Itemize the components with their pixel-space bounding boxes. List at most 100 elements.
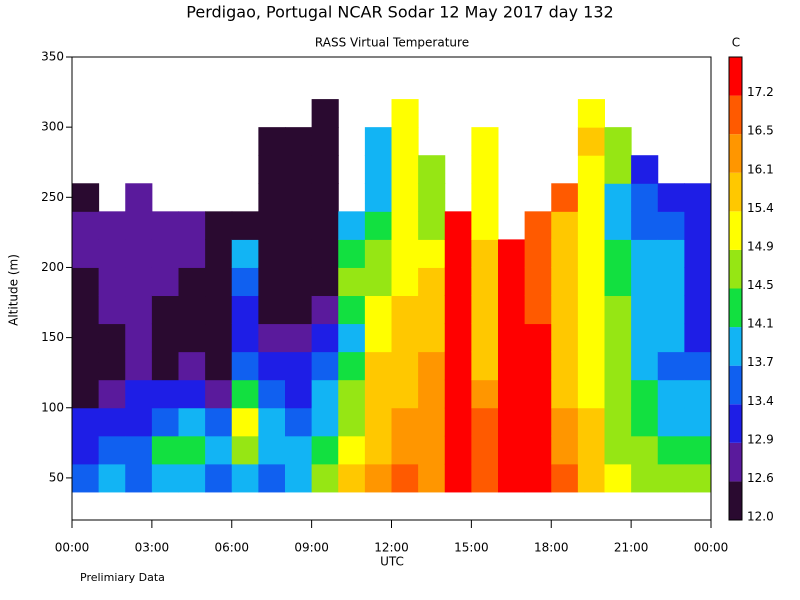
cell [311, 99, 339, 128]
cell [364, 239, 392, 268]
cell [657, 351, 685, 381]
cell [631, 407, 659, 437]
x-tick-label: 12:00 [374, 541, 409, 555]
cell [657, 239, 685, 268]
cell [418, 211, 446, 240]
cell [178, 323, 206, 353]
cell [604, 211, 632, 240]
cell [285, 267, 313, 297]
cell [418, 239, 446, 268]
cell [258, 127, 286, 156]
cell [471, 127, 499, 156]
cell [311, 463, 339, 493]
cell [391, 267, 419, 297]
cell [631, 239, 659, 268]
cell [151, 351, 179, 381]
chart-title: Perdigao, Portugal NCAR Sodar 12 May 201… [186, 3, 613, 22]
cell [178, 239, 206, 268]
cell [418, 155, 446, 184]
cell [444, 351, 472, 381]
cell [98, 379, 126, 409]
cell [524, 435, 552, 465]
cell [364, 323, 392, 353]
cell [471, 211, 499, 240]
cell [178, 267, 206, 297]
cell [604, 239, 632, 268]
cell [258, 267, 286, 297]
cell [391, 351, 419, 381]
cell [391, 155, 419, 184]
cell [125, 407, 153, 437]
cell [72, 379, 100, 409]
cell [338, 379, 366, 409]
cell [444, 463, 472, 493]
cell [577, 435, 605, 465]
cell [391, 99, 419, 128]
cell [471, 463, 499, 493]
cell [657, 323, 685, 353]
colorbar-tick-label: 12.0 [747, 510, 774, 524]
cell [498, 295, 526, 325]
cell [338, 295, 366, 325]
cell [391, 435, 419, 465]
cell [418, 295, 446, 325]
cell [231, 379, 259, 409]
cell [258, 435, 286, 465]
cell [391, 127, 419, 156]
cell [231, 295, 259, 325]
cell [285, 407, 313, 437]
cell [178, 211, 206, 240]
x-tick-label: 15:00 [454, 541, 489, 555]
y-tick-label: 50 [49, 470, 64, 484]
cell [577, 323, 605, 353]
cell [684, 435, 712, 465]
cell [418, 351, 446, 381]
cell [338, 239, 366, 268]
cell [285, 463, 313, 493]
cell [577, 127, 605, 156]
cell [311, 379, 339, 409]
cell [391, 295, 419, 325]
x-tick-label: 09:00 [294, 541, 329, 555]
cell [231, 267, 259, 297]
cell [551, 295, 579, 325]
cell [498, 351, 526, 381]
cell [285, 127, 313, 156]
cell [577, 183, 605, 212]
cell [178, 295, 206, 325]
cell [391, 463, 419, 493]
cell [604, 323, 632, 353]
cell [444, 323, 472, 353]
cell [364, 379, 392, 409]
cell [231, 351, 259, 381]
colorbar-band [729, 404, 742, 443]
cell [338, 211, 366, 240]
y-tick-label: 350 [41, 50, 64, 64]
colorbar-tick-label: 16.1 [747, 162, 774, 176]
cell [151, 323, 179, 353]
cell [338, 435, 366, 465]
cell [498, 323, 526, 353]
cell [498, 239, 526, 268]
cell [231, 239, 259, 268]
cell [684, 323, 712, 353]
cell [98, 463, 126, 493]
cell [258, 351, 286, 381]
cell [418, 435, 446, 465]
colorbar-band [729, 481, 742, 520]
cell [258, 463, 286, 493]
cell [498, 267, 526, 297]
cell [258, 323, 286, 353]
cell [364, 435, 392, 465]
cell [311, 267, 339, 297]
cell [72, 323, 100, 353]
cell [151, 239, 179, 268]
cell [258, 155, 286, 184]
cell [98, 239, 126, 268]
x-tick-label: 06:00 [214, 541, 249, 555]
cell [125, 211, 153, 240]
cell [285, 435, 313, 465]
cell [604, 127, 632, 156]
cell [498, 435, 526, 465]
